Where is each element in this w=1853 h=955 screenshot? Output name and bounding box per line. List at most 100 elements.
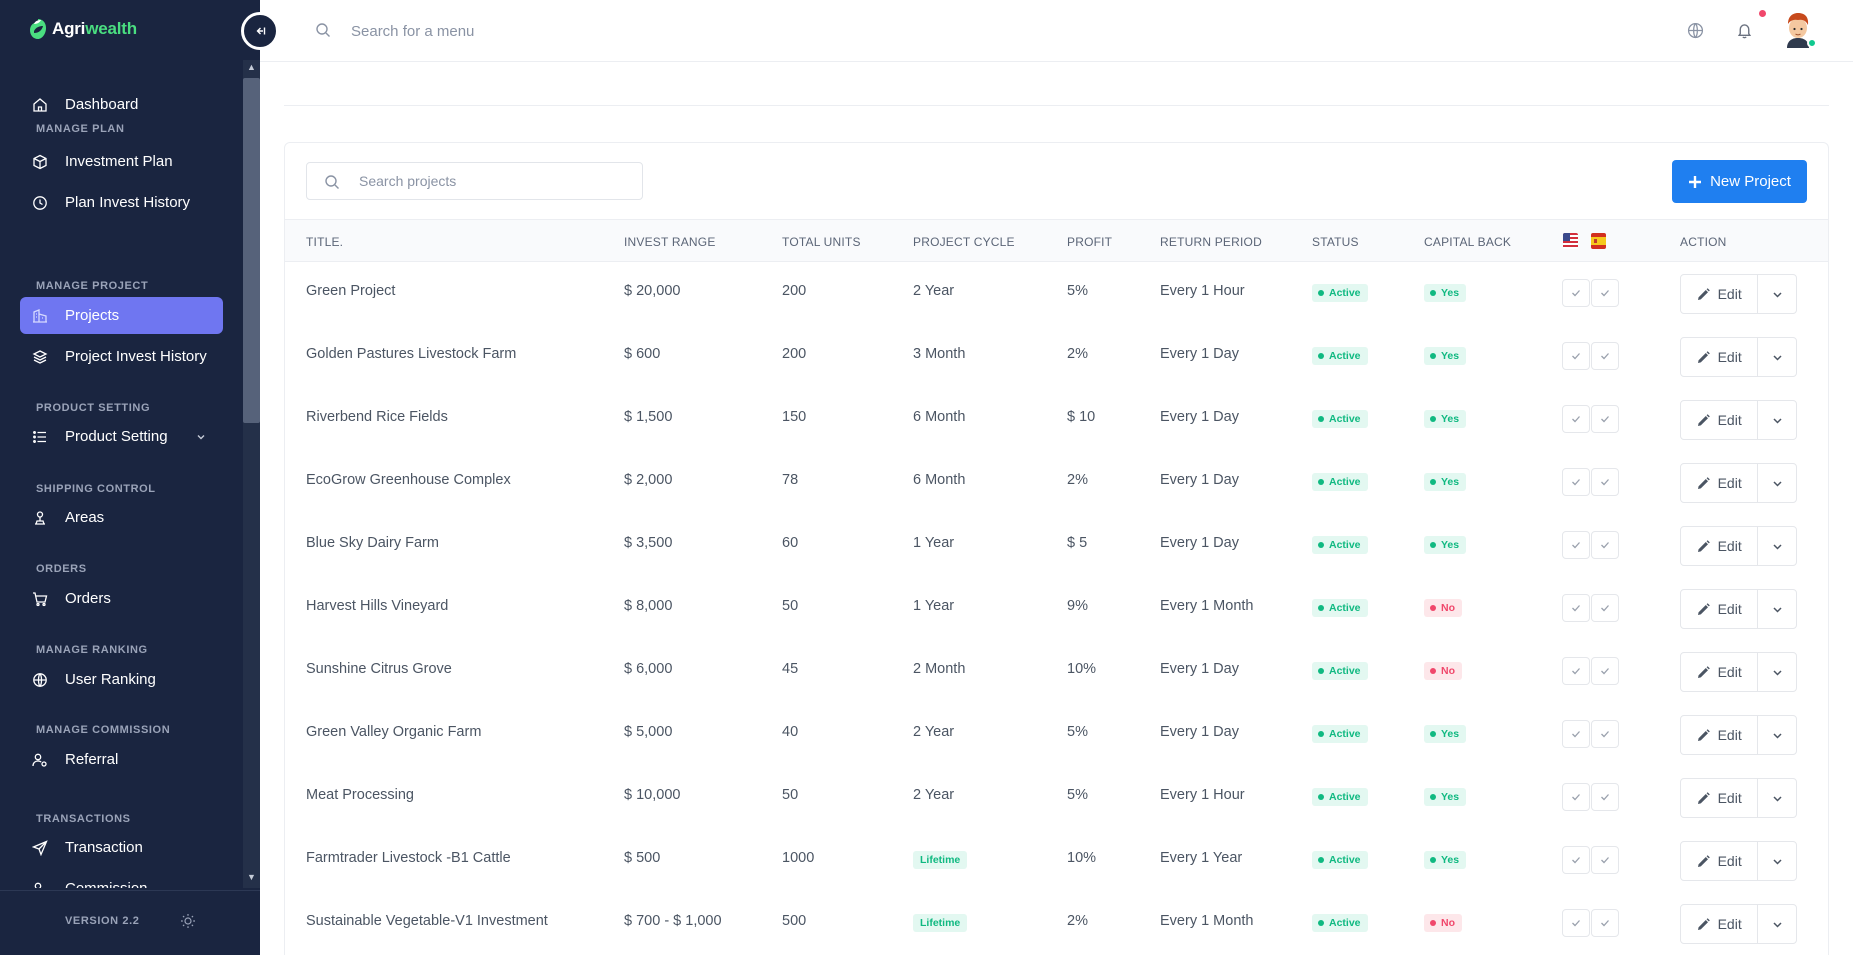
- scroll-up-arrow-icon[interactable]: ▲: [247, 62, 256, 72]
- sidebar-collapse-button[interactable]: [241, 12, 279, 50]
- sidebar-item-user-ranking[interactable]: User Ranking: [20, 661, 223, 698]
- es-translation-check[interactable]: [1591, 909, 1619, 937]
- cell-invest-range: $ 8,000: [624, 598, 673, 614]
- capital-dot: [1430, 668, 1436, 674]
- row-actions-dropdown[interactable]: [1758, 653, 1796, 691]
- version-label: VERSION 2.2: [65, 915, 140, 927]
- col-profit[interactable]: PROFIT: [1067, 235, 1113, 249]
- capital-label: Yes: [1441, 728, 1460, 740]
- es-translation-check[interactable]: [1591, 531, 1619, 559]
- cell-return-period: Every 1 Day: [1160, 346, 1239, 362]
- sidebar-item-projects[interactable]: Projects: [20, 297, 223, 334]
- edit-button[interactable]: Edit: [1681, 653, 1759, 691]
- sidebar-item-plan-invest-history[interactable]: Plan Invest History: [20, 184, 223, 221]
- col-status[interactable]: STATUS: [1312, 235, 1359, 249]
- row-actions-dropdown[interactable]: [1758, 527, 1796, 565]
- status-badge: Active: [1312, 851, 1368, 869]
- language-globe-icon[interactable]: [1687, 22, 1704, 39]
- cell-return-period: Every 1 Day: [1160, 661, 1239, 677]
- edit-button[interactable]: Edit: [1681, 527, 1759, 565]
- en-translation-check[interactable]: [1562, 846, 1590, 874]
- cycle-badge: Lifetime: [913, 851, 968, 869]
- sidebar-item-transaction[interactable]: Transaction: [20, 829, 223, 866]
- status-badge: Active: [1312, 599, 1368, 617]
- sidebar-item-orders[interactable]: Orders: [20, 580, 223, 617]
- row-actions-dropdown[interactable]: [1758, 905, 1796, 943]
- edit-label: Edit: [1717, 349, 1742, 365]
- sidebar-item-commission[interactable]: Commission: [20, 870, 223, 888]
- edit-label: Edit: [1717, 601, 1742, 617]
- sidebar-item-project-invest-history[interactable]: Project Invest History: [20, 338, 223, 375]
- project-search-box[interactable]: [306, 162, 643, 200]
- es-translation-check[interactable]: [1591, 342, 1619, 370]
- scroll-down-arrow-icon[interactable]: ▼: [247, 872, 256, 882]
- en-translation-check[interactable]: [1562, 279, 1590, 307]
- sidebar-item-investment-plan[interactable]: Investment Plan: [20, 143, 223, 180]
- cell-project-cycle: 2 Year: [913, 283, 955, 299]
- cell-project-cycle: 1 Year: [913, 598, 955, 614]
- row-actions-dropdown[interactable]: [1758, 401, 1796, 439]
- edit-button[interactable]: Edit: [1681, 779, 1759, 817]
- row-actions-dropdown[interactable]: [1758, 842, 1796, 880]
- sidebar-item-product-setting[interactable]: Product Setting: [20, 418, 223, 455]
- sidebar-item-dashboard[interactable]: Dashboard: [20, 86, 223, 123]
- col-project-cycle[interactable]: PROJECT CYCLE: [913, 235, 1015, 249]
- check-icon: [1572, 857, 1580, 864]
- table-header: TITLE. INVEST RANGE TOTAL UNITS PROJECT …: [285, 219, 1828, 262]
- col-title[interactable]: TITLE.: [306, 235, 344, 249]
- col-return-period[interactable]: RETURN PERIOD: [1160, 235, 1262, 249]
- table-row: EcoGrow Greenhouse Complex $ 2,000 78 6 Mon…: [285, 451, 1828, 514]
- es-translation-check[interactable]: [1591, 783, 1619, 811]
- en-translation-check[interactable]: [1562, 657, 1590, 685]
- sidebar-scroll-thumb[interactable]: [243, 78, 260, 423]
- cell-invest-range: $ 6,000: [624, 661, 673, 677]
- edit-button[interactable]: Edit: [1681, 590, 1759, 628]
- col-capital-back[interactable]: CAPITAL BACK: [1424, 235, 1512, 249]
- row-actions-dropdown[interactable]: [1758, 779, 1796, 817]
- en-translation-check[interactable]: [1562, 909, 1590, 937]
- search-icon: [316, 23, 330, 37]
- edit-button[interactable]: Edit: [1681, 275, 1759, 313]
- sun-icon[interactable]: [180, 913, 196, 929]
- en-translation-check[interactable]: [1562, 342, 1590, 370]
- sidebar-item-areas[interactable]: Areas: [20, 499, 223, 536]
- cell-total-units: 45: [782, 661, 799, 677]
- es-translation-check[interactable]: [1591, 279, 1619, 307]
- en-translation-check[interactable]: [1562, 720, 1590, 748]
- en-translation-check[interactable]: [1562, 468, 1590, 496]
- es-translation-check[interactable]: [1591, 405, 1619, 433]
- es-translation-check[interactable]: [1591, 657, 1619, 685]
- es-translation-check[interactable]: [1591, 846, 1619, 874]
- edit-button[interactable]: Edit: [1681, 905, 1759, 943]
- edit-label: Edit: [1717, 916, 1742, 932]
- cell-profit: 10%: [1067, 661, 1097, 677]
- en-translation-check[interactable]: [1562, 405, 1590, 433]
- en-translation-check[interactable]: [1562, 783, 1590, 811]
- es-translation-check[interactable]: [1591, 594, 1619, 622]
- row-actions-dropdown[interactable]: [1758, 275, 1796, 313]
- es-translation-check[interactable]: [1591, 720, 1619, 748]
- brand-logo[interactable]: Agriwealth: [28, 18, 137, 40]
- en-translation-check[interactable]: [1562, 594, 1590, 622]
- sidebar-item-referral[interactable]: Referral: [20, 741, 223, 778]
- edit-button[interactable]: Edit: [1681, 401, 1759, 439]
- edit-button[interactable]: Edit: [1681, 716, 1759, 754]
- es-translation-check[interactable]: [1591, 468, 1619, 496]
- avatar[interactable]: [1781, 10, 1815, 48]
- cell-return-period: Every 1 Year: [1160, 850, 1243, 866]
- check-icon: [1601, 857, 1609, 864]
- col-total-units[interactable]: TOTAL UNITS: [782, 235, 861, 249]
- col-invest-range[interactable]: INVEST RANGE: [624, 235, 716, 249]
- row-actions-dropdown[interactable]: [1758, 590, 1796, 628]
- edit-button[interactable]: Edit: [1681, 842, 1759, 880]
- row-actions-dropdown[interactable]: [1758, 716, 1796, 754]
- row-actions-dropdown[interactable]: [1758, 464, 1796, 502]
- en-translation-check[interactable]: [1562, 531, 1590, 559]
- bell-icon[interactable]: [1736, 22, 1753, 39]
- new-project-button[interactable]: New Project: [1672, 160, 1807, 203]
- row-actions-dropdown[interactable]: [1758, 338, 1796, 376]
- edit-button[interactable]: Edit: [1681, 338, 1759, 376]
- project-search-input[interactable]: [359, 171, 629, 191]
- menu-search-input[interactable]: [351, 18, 751, 44]
- edit-button[interactable]: Edit: [1681, 464, 1759, 502]
